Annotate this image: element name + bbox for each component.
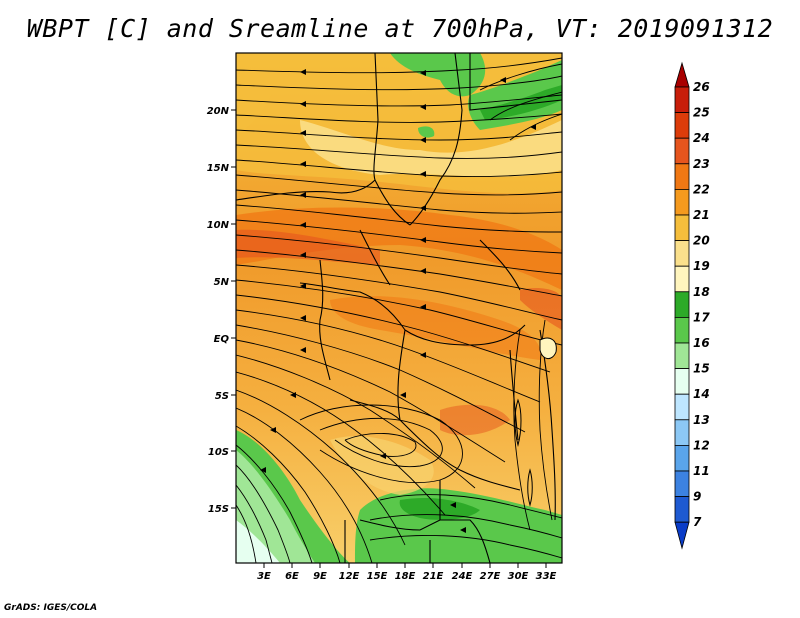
lat-label: EQ — [214, 334, 230, 345]
latitude-axis: 20N 15N 10N 5N EQ 5S 10S 15S — [207, 106, 236, 515]
colorbar-swatch — [674, 240, 690, 267]
lat-label: 15S — [208, 504, 229, 515]
lon-label: 12E — [339, 571, 360, 582]
colorbar-swatch — [674, 265, 690, 293]
colorbar-label: 7 — [693, 515, 702, 529]
lat-label: 10N — [207, 220, 230, 231]
colorbar-swatch — [674, 291, 690, 318]
colorbar: 26 25 24 23 22 21 20 19 18 17 16 15 14 13 12 11 9 7 — [674, 61, 710, 550]
lon-label: 3E — [257, 571, 271, 582]
colorbar-swatch — [674, 137, 690, 165]
lon-label: 24E — [452, 571, 473, 582]
lat-label: 20N — [207, 106, 230, 117]
colorbar-swatch — [674, 393, 690, 421]
colorbar-label: 21 — [693, 208, 710, 222]
lakes — [514, 337, 557, 507]
colorbar-label: 17 — [693, 310, 710, 324]
colorbar-label: 23 — [693, 157, 710, 171]
colorbar-label: 12 — [693, 438, 710, 452]
colorbar-swatch — [674, 444, 690, 472]
colorbar-swatch — [674, 368, 690, 395]
lat-label: 10S — [208, 447, 229, 458]
colorbar-label: 9 — [693, 490, 701, 504]
colorbar-label: 11 — [693, 464, 710, 478]
colorbar-label: 18 — [693, 285, 710, 299]
colorbar-swatch — [674, 112, 690, 139]
colorbar-swatch — [674, 61, 690, 88]
colorbar-swatch — [674, 163, 690, 190]
colorbar-swatch — [674, 521, 690, 550]
lon-label: 27E — [480, 571, 501, 582]
streamline-arrows — [260, 69, 536, 533]
colorbar-label: 26 — [693, 80, 710, 94]
colorbar-swatch — [674, 188, 690, 216]
colorbar-swatch — [674, 214, 690, 242]
lon-label: 9E — [313, 571, 327, 582]
longitude-axis: 3E 6E 9E 12E 15E 18E 21E 24E 27E 30E 33E — [257, 563, 557, 582]
colorbar-label: 24 — [693, 131, 710, 145]
colorbar-label: 25 — [693, 106, 710, 120]
chart-title: WBPT [C] and Sreamline at 700hPa, VT: 20… — [26, 14, 774, 43]
lat-label: 5S — [215, 391, 229, 402]
colorbar-swatch — [674, 470, 690, 498]
colorbar-swatch — [674, 316, 690, 344]
colorbar-label: 14 — [693, 387, 710, 401]
country-boundaries — [236, 53, 562, 563]
lon-label: 30E — [508, 571, 529, 582]
lon-label: 21E — [423, 571, 444, 582]
lon-label: 6E — [285, 571, 299, 582]
colorbar-swatch — [674, 86, 690, 114]
lon-label: 33E — [536, 571, 557, 582]
colorbar-swatch — [674, 419, 690, 446]
streamlines — [236, 57, 562, 563]
colorbar-swatch — [674, 342, 690, 370]
lat-label: 15N — [207, 163, 230, 174]
colorbar-label: 13 — [693, 413, 710, 427]
colorbar-label: 22 — [693, 182, 710, 196]
lon-label: 18E — [395, 571, 416, 582]
colorbar-label: 19 — [693, 259, 710, 273]
colorbar-label: 16 — [693, 336, 710, 350]
colorbar-label: 20 — [693, 234, 710, 248]
map-frame — [235, 52, 563, 564]
lon-label: 15E — [367, 571, 388, 582]
lat-label: 5N — [214, 277, 230, 288]
credit-text: GrADS: IGES/COLA — [4, 603, 98, 613]
colorbar-swatch — [674, 496, 690, 523]
colorbar-label: 15 — [693, 362, 710, 376]
